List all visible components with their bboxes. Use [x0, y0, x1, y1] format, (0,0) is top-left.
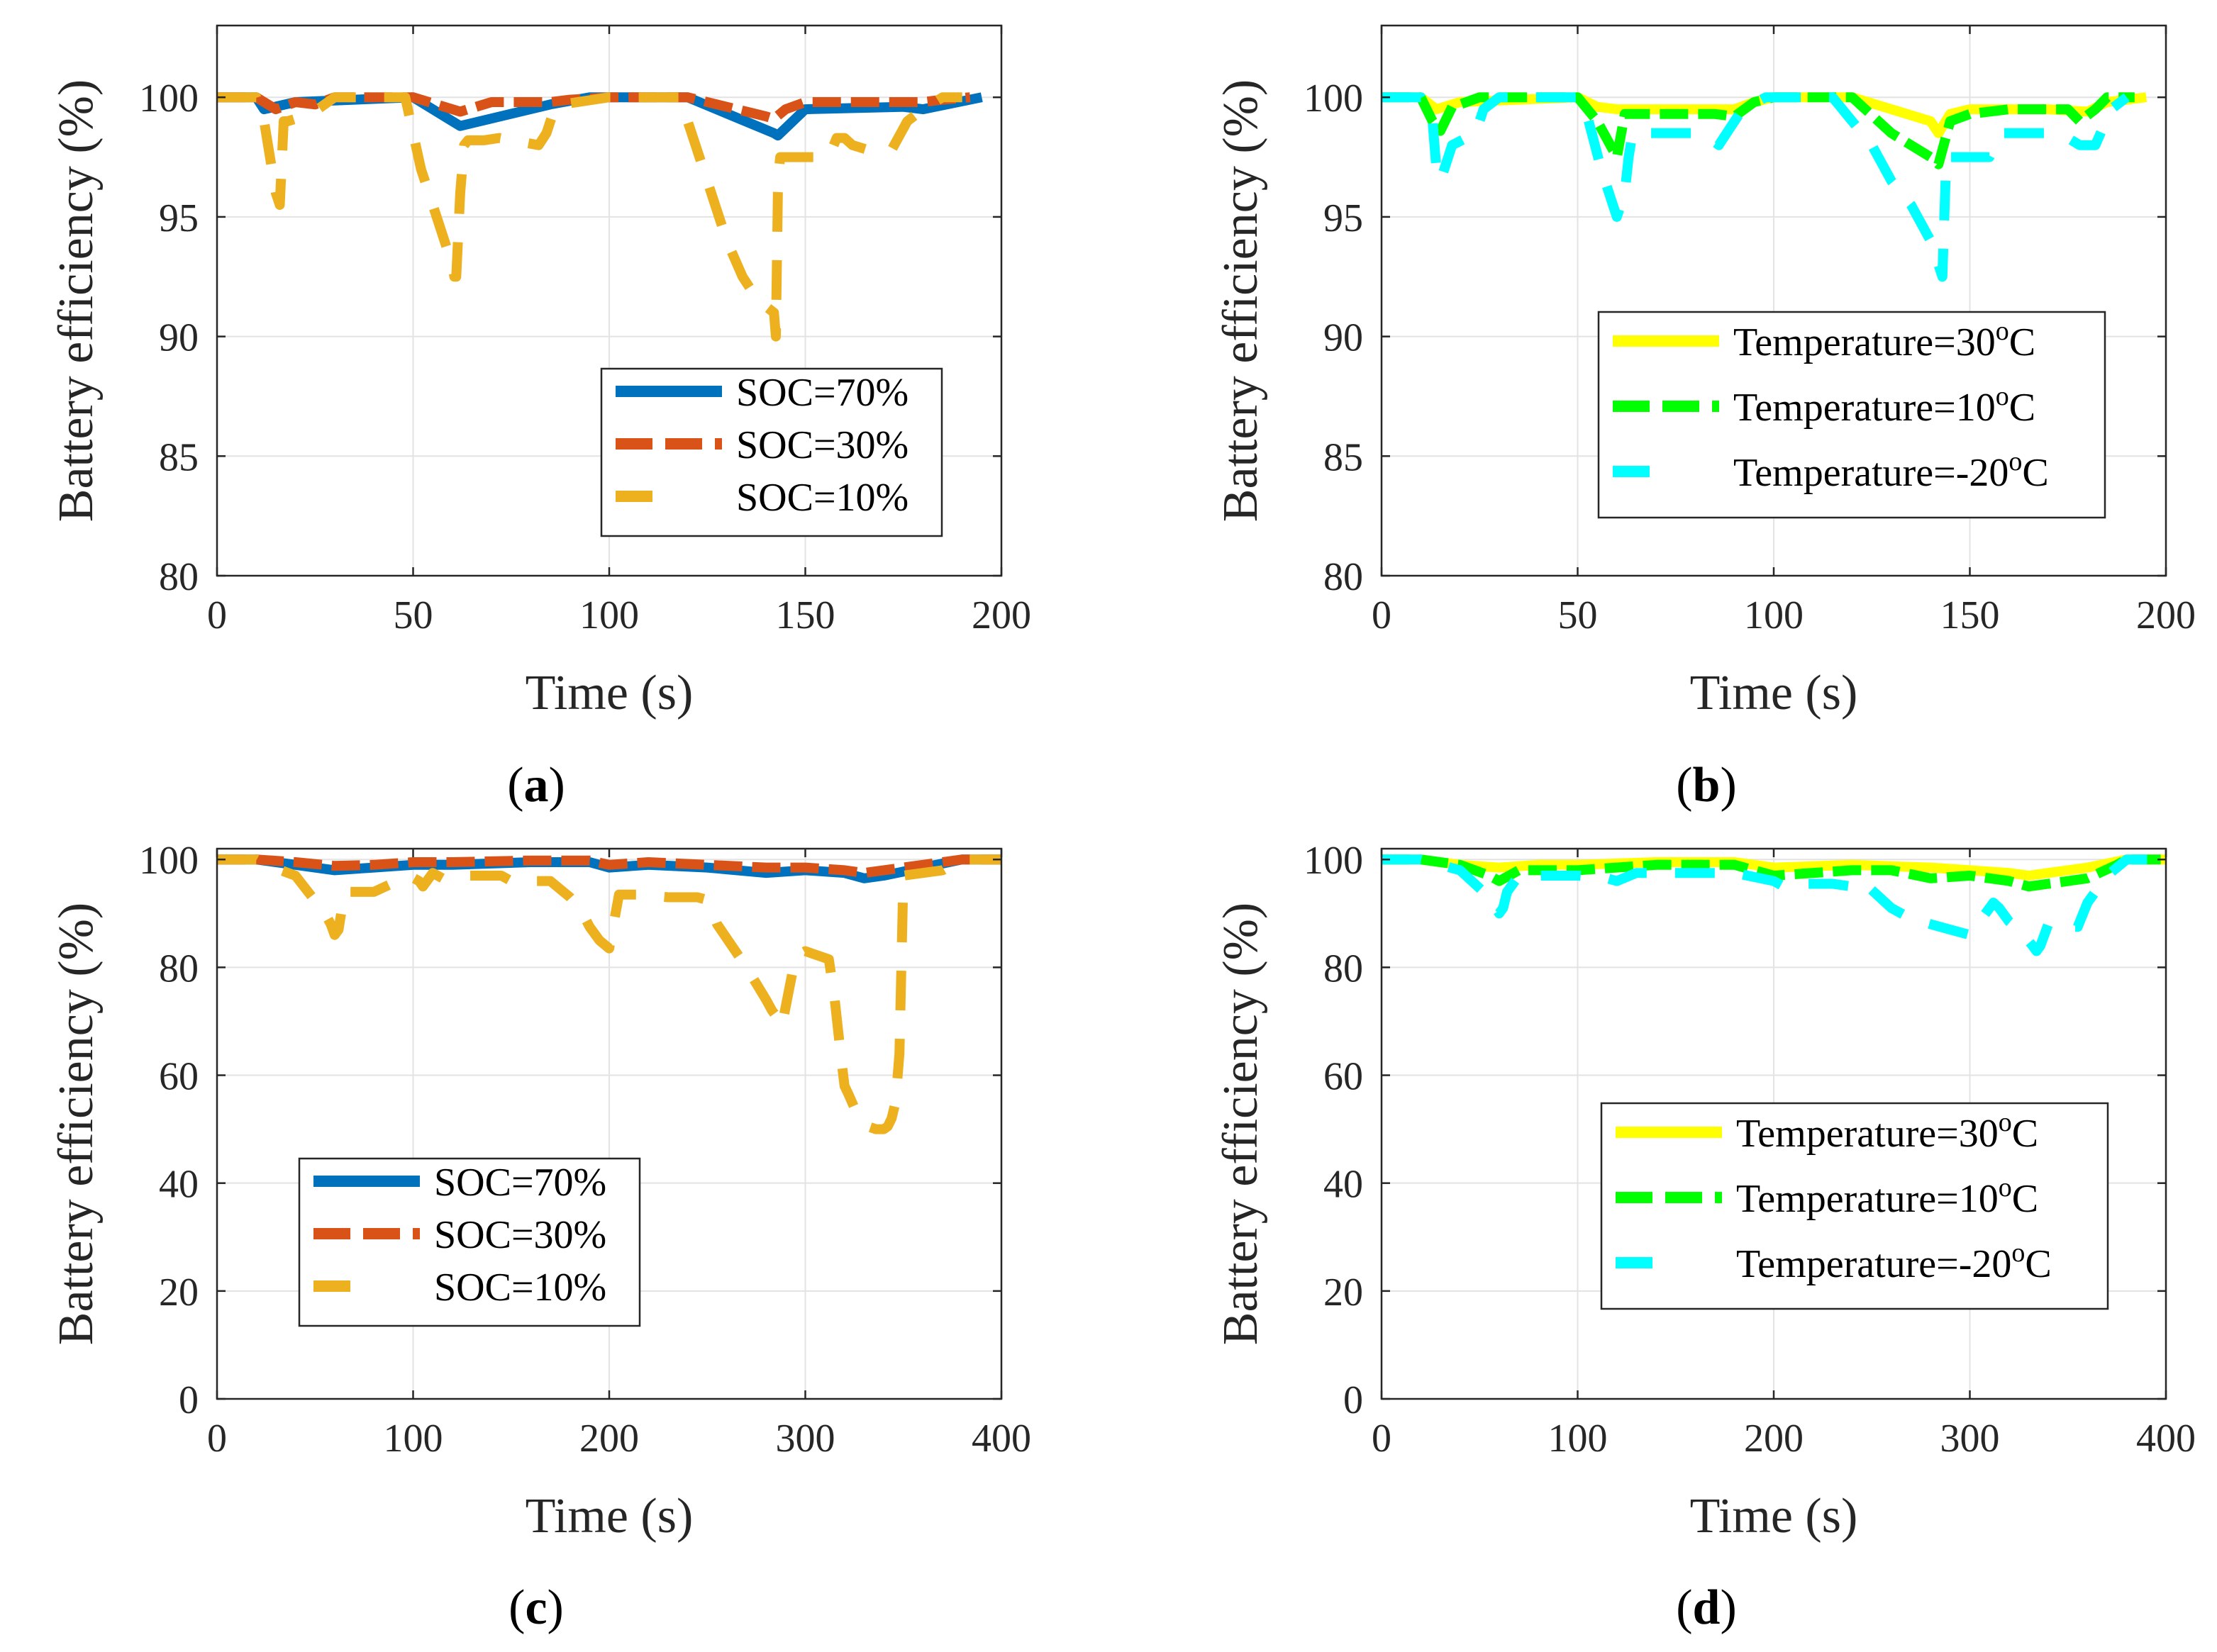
legend-label-3: SOC=10% — [434, 1266, 606, 1310]
y-tick-label: 60 — [1323, 1055, 1363, 1099]
x-tick-label: 150 — [776, 593, 835, 637]
x-tick-label: 100 — [579, 593, 639, 637]
x-tick-label: 100 — [384, 1417, 443, 1461]
legend: SOC=70% SOC=30% SOC=10% — [600, 367, 943, 537]
plot-area — [217, 854, 1001, 1134]
y-tick-label: 80 — [159, 555, 199, 599]
x-axis-title: Time (s) — [1690, 1489, 1858, 1544]
x-tick-label: 50 — [1558, 593, 1598, 637]
y-axis-title: Battery efficiency (%) — [1213, 903, 1268, 1346]
x-tick-label: 100 — [1548, 1417, 1608, 1461]
chart-b: 0 50 100 150 200 80 85 90 95 100 Time (s) Battery e… — [1213, 24, 2196, 720]
x-tick-label: 150 — [1940, 593, 2000, 637]
y-tick-label: 100 — [1304, 77, 1363, 121]
y-axis-title: Battery efficiency (%) — [49, 79, 104, 523]
y-tick-label: 95 — [159, 196, 199, 240]
plot-area — [217, 92, 983, 342]
y-tick-label: 60 — [159, 1055, 199, 1099]
y-tick-label: 20 — [1323, 1271, 1363, 1315]
y-tick-label: 90 — [159, 316, 199, 360]
x-tick-label: 0 — [207, 1417, 227, 1461]
panel-label-b: (b) — [1676, 758, 1737, 813]
y-tick-label: 80 — [1323, 555, 1363, 599]
x-tick-label: 50 — [394, 593, 433, 637]
x-tick-label: 100 — [1744, 593, 1804, 637]
legend-label-2: Temperature=10oC — [1736, 1173, 2038, 1221]
legend-label-1: Temperature=30oC — [1733, 316, 2035, 364]
legend-label-3: Temperature=-20oC — [1733, 447, 2049, 495]
x-tick-label: 0 — [1372, 1417, 1391, 1461]
legend-label-3: SOC=10% — [736, 476, 909, 520]
series-line-1 — [1382, 854, 2166, 881]
series-line-2 — [1382, 92, 2135, 169]
x-axis-title: Time (s) — [526, 1489, 694, 1544]
x-tick-label: 400 — [972, 1417, 1031, 1461]
legend-label-2: Temperature=10oC — [1733, 381, 2035, 430]
y-tick-label: 95 — [1323, 196, 1363, 240]
x-tick-label: 200 — [972, 593, 1031, 637]
plot-area — [1382, 854, 2166, 956]
chart-c: 0 100 200 300 400 0 20 40 60 80 100 Time (s) Battery… — [49, 839, 1031, 1544]
legend-label-1: Temperature=30oC — [1736, 1107, 2038, 1156]
legend-label-3: Temperature=-20oC — [1736, 1238, 2052, 1286]
x-axis-title: Time (s) — [526, 666, 694, 720]
y-tick-label: 20 — [159, 1271, 199, 1315]
x-tick-label: 200 — [579, 1417, 639, 1461]
x-tick-label: 0 — [207, 593, 227, 637]
series-line-2 — [217, 92, 971, 124]
y-tick-label: 0 — [1343, 1378, 1363, 1422]
x-tick-label: 300 — [1940, 1417, 2000, 1461]
x-tick-label: 300 — [776, 1417, 835, 1461]
y-tick-label: 80 — [159, 947, 199, 990]
y-tick-label: 90 — [1323, 316, 1363, 360]
x-tick-label: 400 — [2136, 1417, 2196, 1461]
series-line-3 — [217, 854, 1001, 1134]
y-axis-title: Battery efficiency (%) — [49, 903, 104, 1346]
series-line-2 — [217, 854, 1001, 878]
chart-d: 0 100 200 300 400 0 20 40 60 80 100 Time (s) Battery… — [1213, 839, 2196, 1544]
series-line-3 — [1382, 854, 2166, 956]
legend: Temperature=30oC Temperature=10oC Temperat… — [1597, 311, 2106, 519]
legend-label-2: SOC=30% — [736, 423, 909, 467]
y-tick-label: 40 — [1323, 1163, 1363, 1207]
y-tick-label: 85 — [1323, 435, 1363, 479]
y-tick-label: 100 — [1304, 839, 1363, 883]
legend-label-1: SOC=70% — [434, 1161, 606, 1205]
y-tick-label: 80 — [1323, 947, 1363, 990]
legend-label-1: SOC=70% — [736, 371, 909, 415]
chart-a: 0 50 100 150 200 80 85 90 95 100 Time (s) Battery e… — [49, 24, 1031, 720]
y-tick-label: 85 — [159, 435, 199, 479]
x-axis-title: Time (s) — [1690, 666, 1858, 720]
y-tick-label: 0 — [179, 1378, 199, 1422]
x-tick-label: 200 — [2136, 593, 2196, 637]
legend: SOC=70% SOC=30% SOC=10% — [298, 1157, 641, 1327]
panel-label-d: (d) — [1676, 1580, 1737, 1635]
series-line-3 — [1382, 92, 2130, 282]
legend: Temperature=30oC Temperature=10oC Temperat… — [1600, 1102, 2109, 1310]
plot-area — [1382, 92, 2147, 282]
y-tick-label: 100 — [139, 77, 199, 121]
y-tick-label: 40 — [159, 1163, 199, 1207]
series-line-2 — [1382, 854, 2166, 892]
legend-label-2: SOC=30% — [434, 1213, 606, 1257]
panel-label-a: (a) — [507, 758, 565, 813]
x-tick-label: 0 — [1372, 593, 1391, 637]
y-tick-label: 100 — [139, 839, 199, 883]
y-axis-title: Battery efficiency (%) — [1213, 79, 1268, 523]
panel-label-c: (c) — [509, 1580, 564, 1635]
x-tick-label: 200 — [1744, 1417, 1804, 1461]
